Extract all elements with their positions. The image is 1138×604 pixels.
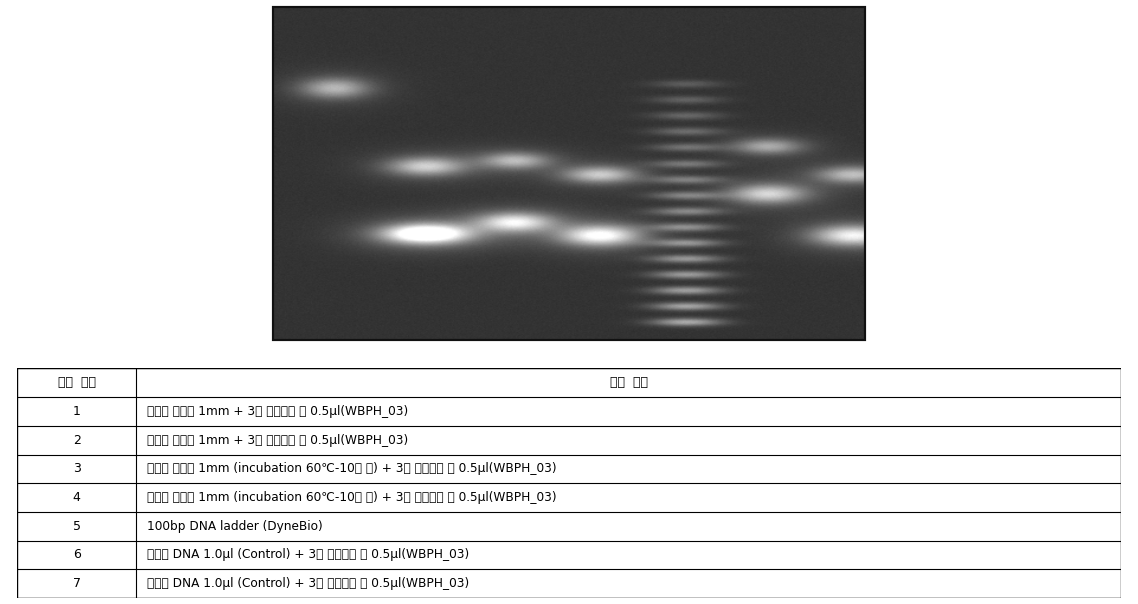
Text: 3: 3 bbox=[73, 462, 81, 475]
Text: 제리  번호: 제리 번호 bbox=[58, 376, 96, 390]
Text: 애멀구 안테나 1mm + 3종 프라이머 각 0.5μl(WBPH_03): 애멀구 안테나 1mm + 3종 프라이머 각 0.5μl(WBPH_03) bbox=[147, 434, 409, 447]
Text: 4: 4 bbox=[596, 375, 605, 389]
Text: 버멀구 안테나 1mm + 3종 프라이머 각 0.5μl(WBPH_03): 버멀구 안테나 1mm + 3종 프라이머 각 0.5μl(WBPH_03) bbox=[147, 405, 409, 418]
Text: 1: 1 bbox=[73, 405, 81, 418]
Text: 100bp DNA ladder (DyneBio): 100bp DNA ladder (DyneBio) bbox=[147, 519, 323, 533]
Text: 5: 5 bbox=[682, 375, 691, 389]
Text: 2: 2 bbox=[73, 434, 81, 447]
Text: 1: 1 bbox=[331, 375, 340, 389]
Text: 6: 6 bbox=[764, 375, 773, 389]
Text: 애멀구 안테나 1mm (incubation 60℃-10분 후) + 3종 프라이머 각 0.5μl(WBPH_03): 애멀구 안테나 1mm (incubation 60℃-10분 후) + 3종 … bbox=[147, 491, 556, 504]
Text: 버멀구 안테나 1mm (incubation 60℃-10분 후) + 3종 프라이머 각 0.5μl(WBPH_03): 버멀구 안테나 1mm (incubation 60℃-10분 후) + 3종 … bbox=[147, 462, 556, 475]
Text: 4: 4 bbox=[73, 491, 81, 504]
Text: 버멀구 DNA 1.0μl (Control) + 3종 프라이머 각 0.5μl(WBPH_03): 버멀구 DNA 1.0μl (Control) + 3종 프라이머 각 0.5μ… bbox=[147, 548, 470, 562]
Text: 7: 7 bbox=[849, 375, 858, 389]
Text: 2: 2 bbox=[422, 375, 431, 389]
Text: 3: 3 bbox=[511, 375, 520, 389]
Text: 7: 7 bbox=[73, 577, 81, 590]
Bar bbox=[273, 7, 865, 340]
Bar bbox=[273, 7, 865, 340]
Text: 제리  내용: 제리 내용 bbox=[610, 376, 648, 390]
Text: 6: 6 bbox=[73, 548, 81, 562]
Text: 애멀구 DNA 1.0μl (Control) + 3종 프라이머 각 0.5μl(WBPH_03): 애멀구 DNA 1.0μl (Control) + 3종 프라이머 각 0.5μ… bbox=[147, 577, 470, 590]
Text: 5: 5 bbox=[73, 519, 81, 533]
